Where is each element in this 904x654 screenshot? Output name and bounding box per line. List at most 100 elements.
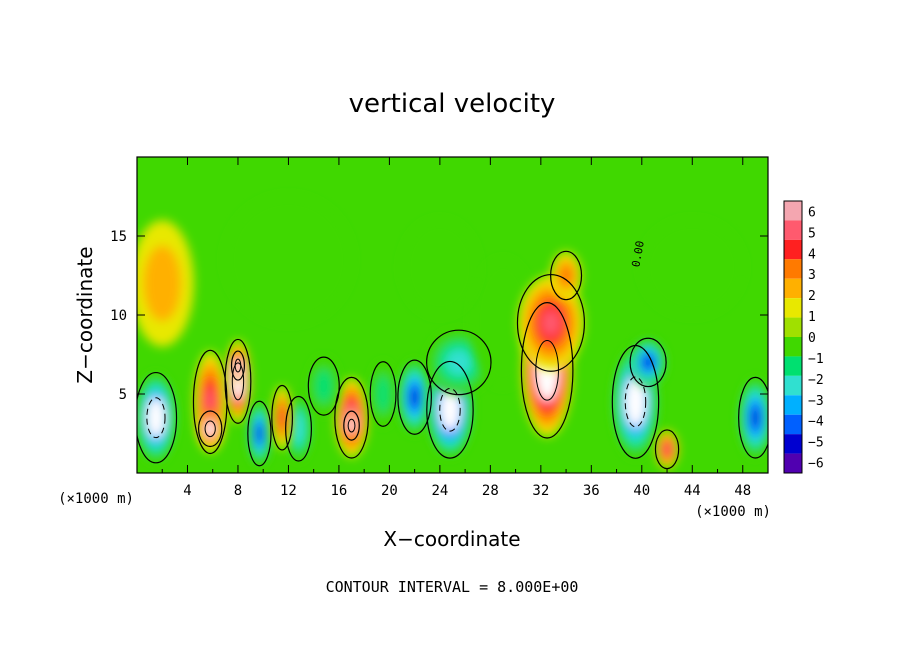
field-cell xyxy=(248,401,271,466)
contour-negative xyxy=(146,397,166,439)
x-tick-label: 36 xyxy=(583,483,600,499)
field-level xyxy=(417,239,463,297)
contour-positive xyxy=(234,358,242,373)
field-level xyxy=(278,407,286,429)
field-cell xyxy=(655,430,679,469)
contour-zero xyxy=(426,329,492,396)
field-peak xyxy=(625,377,646,427)
contour-zero xyxy=(426,360,474,459)
contour-interval-note: CONTOUR INTERVAL = 8.000E+00 xyxy=(326,578,579,596)
field-cell xyxy=(370,362,396,426)
field-cell xyxy=(272,386,293,450)
field-level xyxy=(314,369,333,404)
contour-zero xyxy=(397,359,432,435)
field-peak xyxy=(146,397,166,438)
field-level xyxy=(445,348,473,376)
colorbar-tick-label: 2 xyxy=(808,289,816,304)
x-tick-label: 28 xyxy=(482,483,499,499)
colorbar-swatch xyxy=(784,337,802,357)
x-tick-label: 48 xyxy=(734,483,751,499)
contour-negative xyxy=(439,387,461,432)
contour-positive xyxy=(347,418,356,433)
field-cell xyxy=(402,220,478,315)
contour-zero xyxy=(271,384,294,451)
field-level xyxy=(250,221,327,298)
colorbar-tick-label: 5 xyxy=(808,226,816,241)
x-tick-label: 4 xyxy=(183,483,191,499)
x-tick-label: 8 xyxy=(234,483,242,499)
x-tick-label: 24 xyxy=(431,483,448,499)
x-unit-label-right: (×1000 m) xyxy=(695,504,771,520)
colorbar-swatch xyxy=(784,414,802,435)
colorbar-swatch xyxy=(784,201,802,221)
field-level xyxy=(663,444,671,455)
field-level xyxy=(644,356,653,368)
colorbar-swatch xyxy=(784,356,802,376)
contour-zero xyxy=(198,410,223,448)
contour-zero xyxy=(343,410,360,441)
field-level xyxy=(205,388,215,416)
colorbar-swatch xyxy=(784,434,802,454)
contour-positive xyxy=(204,420,216,438)
x-tick-label: 20 xyxy=(381,483,398,499)
colorbar-swatch xyxy=(784,278,802,299)
x-axis: 4 8 12 16 20 24 28 32 36 40 44 48 xyxy=(161,157,751,499)
colorbar-swatch xyxy=(784,453,802,473)
contour-zero xyxy=(307,356,340,416)
contour-zero xyxy=(550,250,583,301)
colorbar-swatch xyxy=(784,239,802,260)
colorbar-tick-label: 3 xyxy=(808,268,816,283)
colorbar-tick-label: −2 xyxy=(808,373,824,388)
colorbar: 6 5 4 3 2 1 0 −1 −2 −3 −4 −5 −6 xyxy=(783,200,824,474)
x-tick-label: 44 xyxy=(684,483,701,499)
field-cell xyxy=(285,397,312,461)
colorbar-frame xyxy=(783,200,803,474)
contour-zero xyxy=(137,371,178,464)
field-level xyxy=(294,418,303,440)
x-tick-label: 40 xyxy=(633,483,650,499)
field-cell xyxy=(308,357,339,415)
contour-zero xyxy=(629,337,667,388)
colorbar-tick-label: 6 xyxy=(808,205,816,220)
y-axis: 5 10 15 xyxy=(110,229,768,403)
field-level xyxy=(375,375,391,413)
field-cell xyxy=(641,220,743,315)
field-cell xyxy=(471,259,535,387)
x-tick-label: 32 xyxy=(532,483,549,499)
contour-label: 0.00 xyxy=(629,240,646,268)
colorbar-tick-label: −1 xyxy=(808,352,824,367)
y-axis-title: Z−coordinate xyxy=(73,246,97,383)
colorbar-swatch xyxy=(784,259,802,279)
contour-zero xyxy=(520,302,574,439)
y-tick-label: 15 xyxy=(110,229,127,245)
colorbar-swatch xyxy=(784,317,802,337)
field-level xyxy=(410,388,419,406)
contour-zero xyxy=(230,350,245,381)
field-cell xyxy=(225,196,352,323)
colorbar-swatch xyxy=(784,395,802,415)
x-axis-title: X−coordinate xyxy=(383,527,520,551)
contour-zero xyxy=(654,429,680,470)
colorbar-tick-label: 1 xyxy=(808,310,816,325)
contour-zero xyxy=(334,376,369,459)
field-level xyxy=(471,259,535,387)
contour-zero xyxy=(738,376,768,459)
field-peak xyxy=(439,388,461,432)
field-cell xyxy=(738,378,768,458)
colorbar-tick-label: 4 xyxy=(808,247,816,262)
contour-zero xyxy=(224,338,252,424)
colorbar-tick-label: −6 xyxy=(808,457,824,472)
y-tick-label: 10 xyxy=(110,308,127,324)
x-tick-label: 16 xyxy=(330,483,347,499)
field-cell xyxy=(137,220,194,347)
field-cell xyxy=(398,360,432,434)
field-level xyxy=(541,309,560,336)
x-unit-label-left: (×1000 m) xyxy=(58,491,134,507)
contour-negative xyxy=(624,376,647,428)
colorbar-tick-label: −3 xyxy=(808,394,824,409)
x-tick-label: 12 xyxy=(280,483,297,499)
contour-zero xyxy=(369,361,397,427)
field-level xyxy=(559,265,573,286)
contour-lines: 0.00 xyxy=(137,240,768,470)
